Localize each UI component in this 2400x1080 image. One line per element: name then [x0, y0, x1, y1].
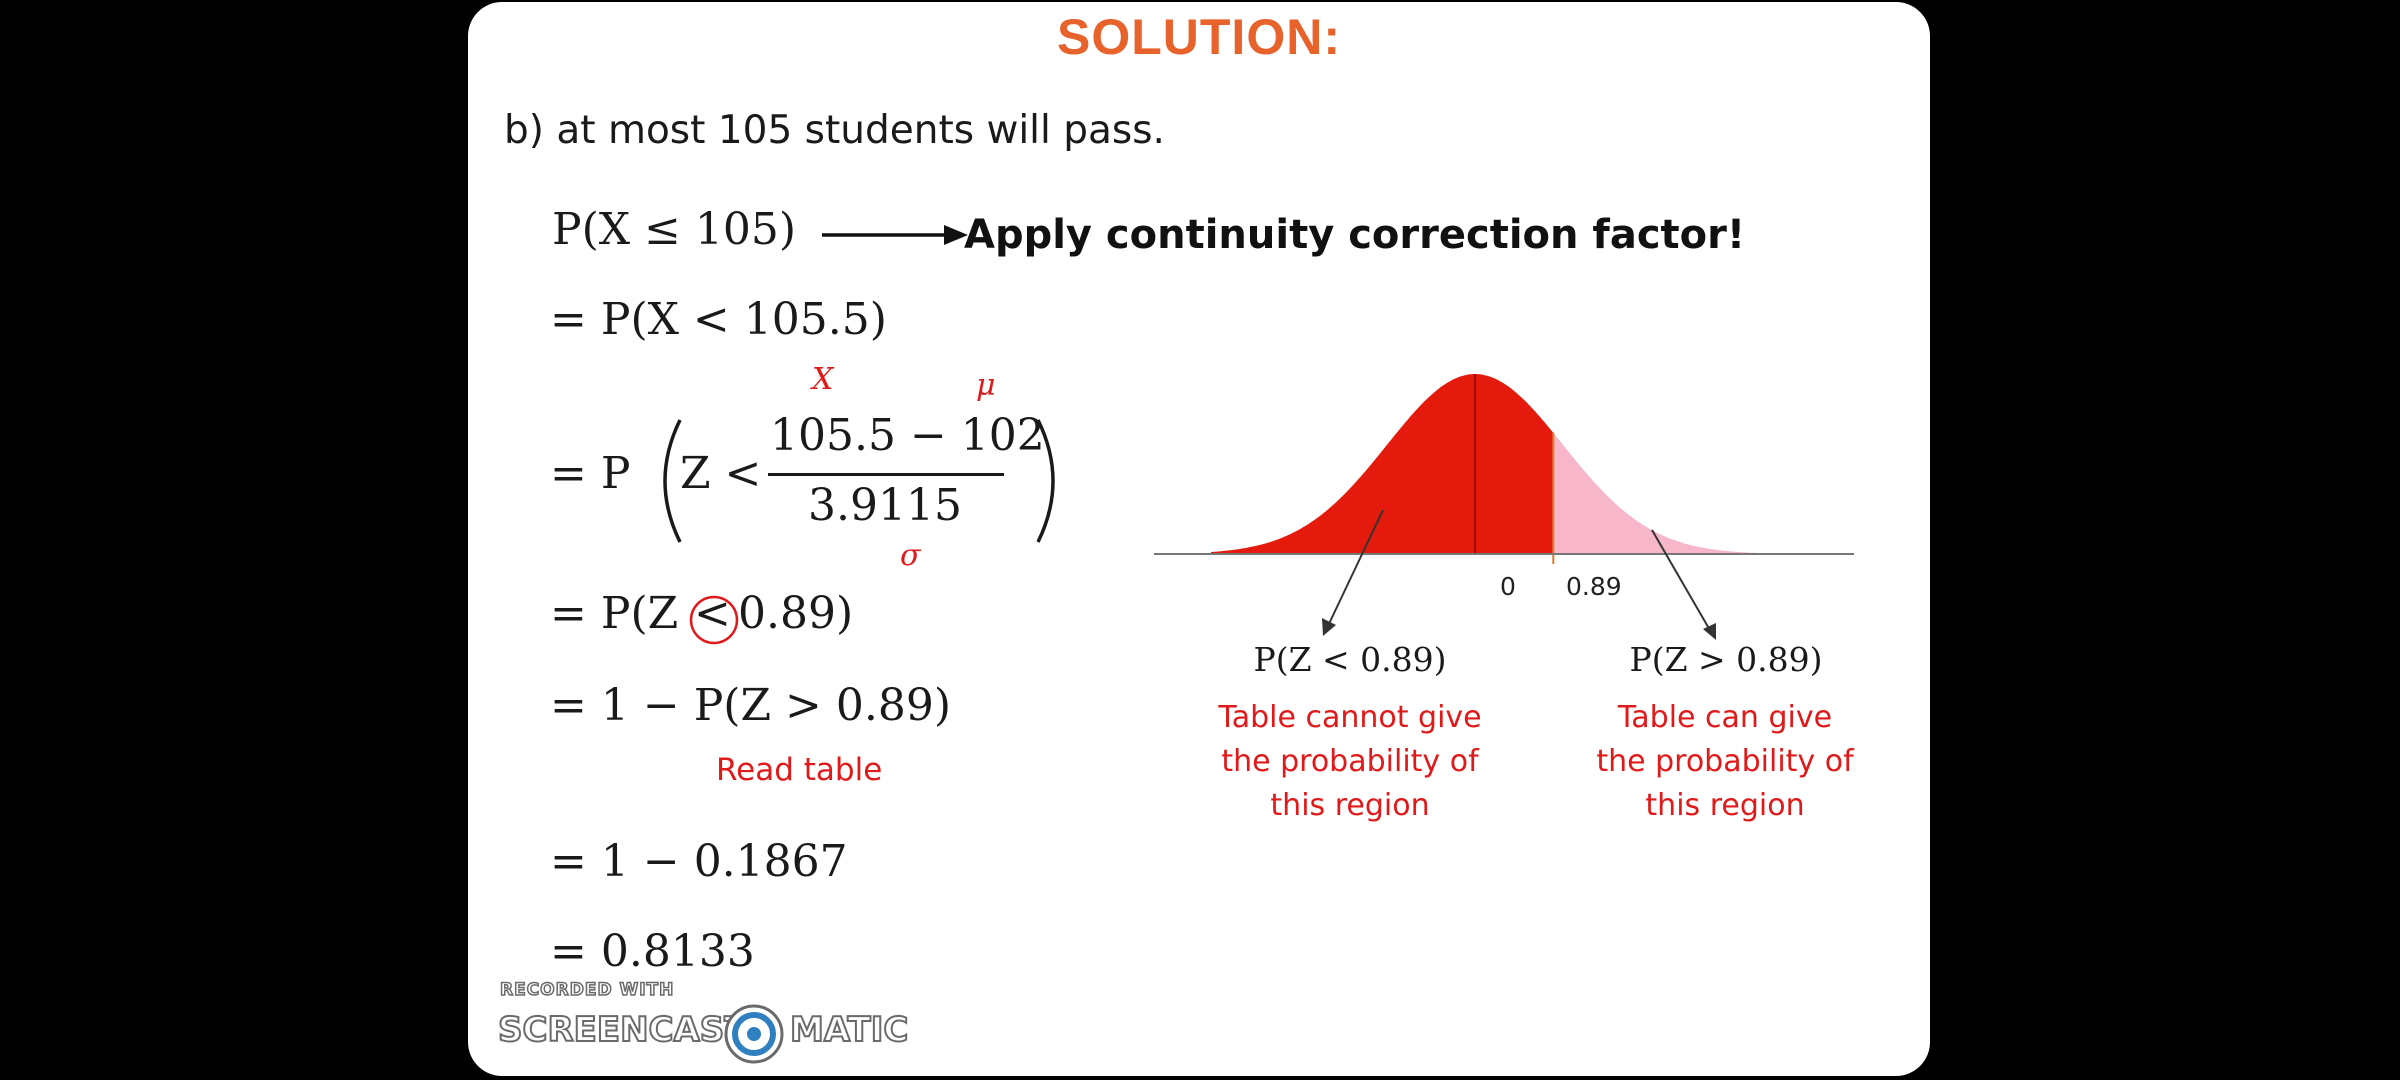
- right-caption-line-3: this region: [1645, 788, 1805, 823]
- right-caption-line-2: the probability of: [1596, 744, 1854, 779]
- left-probability-label: P(Z < 0.89): [1253, 640, 1447, 679]
- arrow-right-icon: [822, 225, 968, 245]
- step-1-probability: P(X ≤ 105): [552, 204, 797, 255]
- circle-highlight-icon: [689, 595, 739, 645]
- label-sigma: σ: [900, 538, 921, 573]
- step-4-symbol: <: [694, 588, 731, 639]
- step-2-corrected: = P(X < 105.5): [550, 294, 887, 345]
- watermark-brand-right: MATIC: [789, 1009, 909, 1051]
- label-mu: μ: [976, 368, 996, 403]
- right-pointer-line: [1651, 529, 1712, 633]
- step-5-complement: = 1 − P(Z > 0.89): [550, 680, 952, 731]
- step-4-suffix: 0.89): [738, 588, 854, 639]
- fraction-numerator: 105.5 − 102: [770, 410, 1045, 461]
- right-paren: [1036, 419, 1055, 543]
- read-table-note: Read table: [716, 752, 883, 788]
- continuity-correction-note: Apply continuity correction factor!: [964, 212, 1746, 258]
- step-4-prefix: = P(Z: [550, 588, 679, 639]
- step-6-substitution: = 1 − 0.1867: [550, 836, 848, 887]
- right-caption-line-1: Table can give: [1617, 700, 1833, 735]
- left-pointer-arrowhead: [1322, 618, 1336, 636]
- left-region: [1211, 374, 1554, 554]
- step-3-z: Z <: [680, 448, 762, 499]
- fraction-denominator: 3.9115: [808, 480, 962, 531]
- right-tail-region: [1553, 432, 1792, 554]
- right-caption: Table can give the probability of this r…: [1580, 696, 1870, 828]
- question-text: b) at most 105 students will pass.: [504, 108, 1165, 153]
- step-3-prefix: = P: [550, 448, 631, 499]
- slide-title: SOLUTION:: [1057, 9, 1341, 65]
- slide: SOLUTION: b) at most 105 students will p…: [468, 2, 1930, 1076]
- left-caption-line-3: this region: [1270, 788, 1430, 823]
- left-caption-line-2: the probability of: [1221, 744, 1479, 779]
- tick-z-value: 0.89: [1566, 572, 1622, 601]
- left-caption: Table cannot give the probability of thi…: [1210, 696, 1490, 828]
- left-pointer-line: [1326, 509, 1384, 629]
- right-probability-label: P(Z > 0.89): [1629, 640, 1823, 679]
- screencast-logo-icon: [724, 1004, 784, 1064]
- left-paren: [663, 419, 682, 543]
- label-x: X: [812, 362, 834, 397]
- watermark-recorded-with: RECORDED WITH: [499, 979, 675, 1001]
- fraction-bar: [768, 473, 1004, 476]
- watermark-brand-left: SCREENCAST: [497, 1009, 748, 1051]
- normal-curve-diagram: [1154, 374, 1854, 640]
- right-pointer-arrowhead: [1703, 623, 1716, 640]
- tick-zero: 0: [1500, 572, 1516, 601]
- step-7-result: = 0.8133: [550, 926, 755, 977]
- left-caption-line-1: Table cannot give: [1218, 700, 1482, 735]
